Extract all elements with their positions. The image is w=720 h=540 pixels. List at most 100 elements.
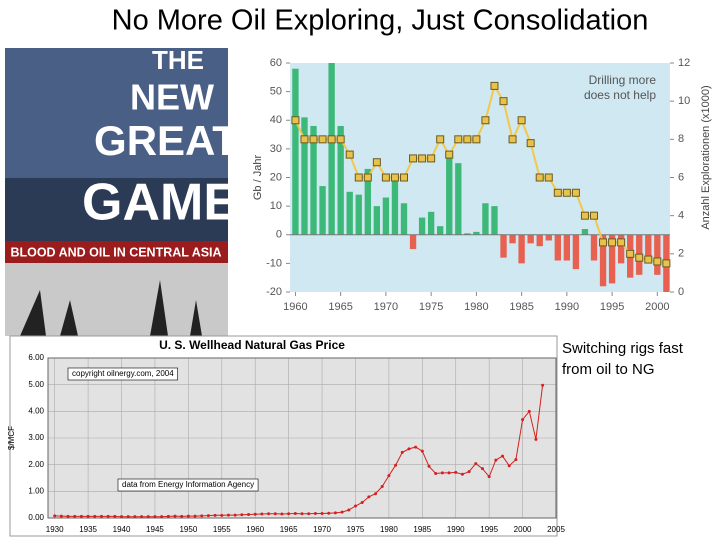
- line-marker: [644, 255, 653, 264]
- line-marker: [374, 492, 378, 496]
- line-marker: [59, 514, 63, 518]
- bar: [563, 234, 571, 261]
- line-marker: [53, 514, 57, 518]
- x-tick-label: 2000: [645, 301, 669, 313]
- y2-tick-label: 8: [678, 133, 684, 145]
- y-tick-label: 1.00: [28, 486, 44, 495]
- line-marker: [93, 514, 97, 518]
- bar: [545, 234, 552, 241]
- y2-tick-label: 12: [678, 57, 690, 69]
- x-tick-label: 1995: [600, 301, 624, 313]
- line-marker: [662, 259, 671, 268]
- caption-line: from oil to NG: [562, 361, 655, 378]
- line-marker: [220, 513, 224, 517]
- line-marker: [507, 464, 511, 468]
- line-marker: [445, 150, 454, 159]
- x-tick-label: 1965: [328, 301, 352, 313]
- cover-title-line: NEW: [130, 77, 214, 118]
- line-marker: [120, 515, 124, 519]
- line-marker: [320, 511, 324, 515]
- y-tick-label: 30: [270, 143, 282, 155]
- line-marker: [206, 514, 210, 518]
- line-marker: [474, 462, 478, 466]
- line-marker: [354, 173, 363, 182]
- x-tick-label: 1980: [464, 301, 488, 313]
- bar: [355, 194, 362, 235]
- x-tick-label: 1965: [280, 525, 298, 534]
- line-marker: [267, 512, 271, 516]
- line-marker: [562, 188, 571, 197]
- line-marker: [367, 495, 371, 499]
- plot-border: [47, 357, 557, 519]
- bar: [482, 203, 489, 235]
- line-marker: [599, 238, 608, 247]
- line-marker: [66, 514, 70, 518]
- bar: [292, 68, 299, 235]
- line-marker: [313, 511, 317, 515]
- line-marker: [79, 514, 83, 518]
- bar: [346, 191, 353, 235]
- y-tick-label: 2.00: [28, 460, 44, 469]
- line-marker: [140, 515, 144, 519]
- line-marker: [387, 474, 391, 478]
- line-marker: [487, 475, 491, 479]
- line-marker: [200, 514, 204, 518]
- book-cover: THE NEW GREAT GAME BLOOD AND OIL IN CENT…: [5, 45, 238, 336]
- line-marker: [213, 513, 217, 517]
- line-marker: [260, 512, 264, 516]
- bar: [373, 206, 381, 235]
- chart-title: U. S. Wellhead Natural Gas Price: [159, 338, 345, 352]
- line-marker: [541, 383, 545, 387]
- line-marker: [526, 139, 535, 148]
- line-marker: [106, 514, 110, 518]
- line-marker: [333, 511, 337, 515]
- line-marker: [193, 514, 197, 518]
- line-marker: [372, 158, 381, 167]
- cover-title-line: THE: [152, 45, 204, 75]
- line-marker: [360, 501, 364, 505]
- y-tick-label: -20: [266, 286, 282, 298]
- line-marker: [454, 135, 463, 144]
- line-marker: [617, 238, 626, 247]
- x-tick-label: 2005: [547, 525, 565, 534]
- y-tick-label: 6.00: [28, 353, 44, 362]
- line-marker: [501, 454, 505, 458]
- line-marker: [363, 173, 372, 182]
- line-marker: [226, 513, 230, 517]
- line-marker: [318, 135, 327, 144]
- bar: [319, 186, 326, 235]
- y2-axis-label: Anzahl Explorationen (x1000): [700, 85, 712, 229]
- cover-subtitle: BLOOD AND OIL IN CENTRAL ASIA: [10, 245, 221, 259]
- y-tick-label: 0.00: [28, 513, 44, 522]
- line-marker: [166, 514, 170, 518]
- bar: [473, 231, 480, 235]
- bar: [527, 234, 534, 244]
- line-marker: [553, 188, 562, 197]
- x-tick-label: 2000: [514, 525, 532, 534]
- line-marker: [481, 116, 490, 125]
- line-marker: [427, 464, 431, 468]
- x-tick-label: 1985: [413, 525, 431, 534]
- line-marker: [635, 253, 644, 262]
- bar: [572, 234, 580, 270]
- x-tick-label: 1975: [347, 525, 365, 534]
- line-marker: [440, 471, 444, 475]
- annotation: Drilling more: [589, 73, 657, 87]
- line-marker: [400, 450, 404, 454]
- line-marker: [380, 485, 384, 489]
- chart-note: copyright oilnergy.com, 2004: [72, 369, 174, 378]
- line-marker: [347, 508, 351, 512]
- x-tick-label: 1985: [509, 301, 533, 313]
- line-marker: [173, 514, 177, 518]
- line-marker: [73, 514, 77, 518]
- bar: [536, 234, 543, 247]
- line-marker: [327, 135, 336, 144]
- bar: [337, 125, 344, 235]
- cover-title-line: GREAT: [94, 117, 238, 164]
- x-tick-label: 1940: [113, 525, 131, 534]
- y-tick-label: 4.00: [28, 406, 44, 415]
- line-marker: [472, 135, 481, 144]
- bar: [418, 217, 426, 235]
- x-tick-label: 1930: [46, 525, 64, 534]
- bar: [509, 234, 516, 244]
